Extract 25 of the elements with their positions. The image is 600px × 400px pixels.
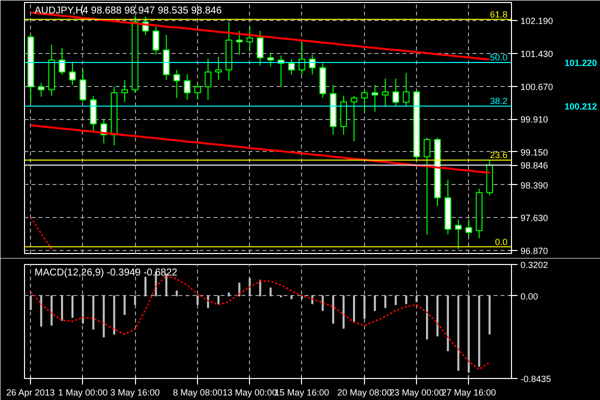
- x-tick-label: 1 May 00:00: [58, 388, 108, 398]
- y-tick-label: 97.630: [520, 213, 548, 224]
- x-tick-label: 8 May 08:00: [172, 388, 222, 398]
- y-tick-label: 0.00: [520, 291, 538, 302]
- x-tick-label: 3 May 16:00: [110, 388, 160, 398]
- x-tick-label: 26 Apr 2013: [6, 388, 55, 398]
- ref-line-label: 101.220: [564, 58, 598, 68]
- annotation: 38.2: [490, 96, 508, 106]
- chart-title: AUDJPY,H4 98.688 98.947 98.535 98.846: [34, 6, 222, 16]
- annotation: 61.8: [490, 9, 508, 20]
- ref-line-label: 100.212: [564, 102, 598, 112]
- ref-line-label: 98.846: [520, 160, 548, 171]
- y-tick-label: 102.190: [520, 16, 554, 26]
- annotation: 23.6: [490, 150, 508, 160]
- chart-title: MACD(12,26,9) -0.3949 -0.6822: [34, 268, 178, 278]
- y-tick-label: 99.910: [520, 114, 548, 125]
- y-tick-label: 100.670: [520, 82, 554, 92]
- annotation: 0.0: [494, 236, 508, 247]
- y-tick-label: 0.3202: [520, 260, 548, 270]
- y-tick-label: 101.430: [520, 48, 554, 59]
- y-tick-label: 98.390: [520, 180, 548, 190]
- y-tick-label: 99.150: [520, 147, 548, 158]
- annotation: 50.0: [490, 52, 508, 63]
- y-tick-label: 96.870: [520, 246, 548, 256]
- y-tick-label: -0.8435: [520, 374, 552, 384]
